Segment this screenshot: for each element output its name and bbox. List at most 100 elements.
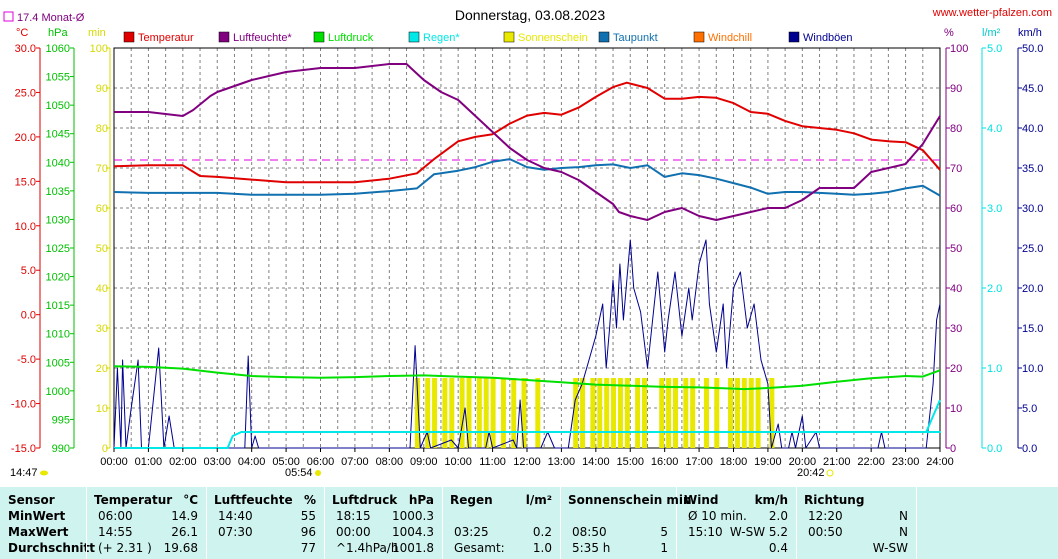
table-unit-0: °C <box>183 493 198 507</box>
chart-title: Donnerstag, 03.08.2023 <box>455 7 605 23</box>
table-cell-value: 26.1 <box>171 525 198 539</box>
row-label-sensor: Sensor <box>8 493 55 507</box>
statistics-table: Sensor MinWert MaxWert Durchschnitt Temp… <box>0 487 1058 559</box>
axis-label-pressure: 1000 <box>46 386 70 398</box>
series-line-luftfeuchte <box>114 63 941 221</box>
sunshine-bar <box>490 378 496 448</box>
x-tick-label: 13:00 <box>548 456 576 468</box>
sunshine-bar <box>728 378 734 448</box>
axis-label-wind: 30.0 <box>1022 203 1043 215</box>
x-tick-label: 24:00 <box>926 456 954 468</box>
axis-label-rain: 4.0 <box>987 123 1002 135</box>
x-tick-label: 16:00 <box>651 456 679 468</box>
axis-label-rain: 0.0 <box>987 443 1002 455</box>
x-tick-label: 08:00 <box>376 456 404 468</box>
axis-label-wind: 20.0 <box>1022 283 1043 295</box>
axis-label-temp: 25.0 <box>15 87 36 99</box>
table-cell-value: W-SW <box>872 541 908 555</box>
axis-label-minutes: 70 <box>96 163 108 175</box>
axis-label-minutes: 30 <box>96 323 108 335</box>
table-unit-1: % <box>303 493 316 507</box>
monthly-avg-label: 17.4 Monat-Ø <box>17 12 85 24</box>
x-tick-label: 07:00 <box>341 456 369 468</box>
series-line-temperatur <box>113 81 941 184</box>
legend-swatch <box>313 31 325 43</box>
sunshine-bar <box>642 378 648 448</box>
table-cell-label: 07:30 <box>218 525 253 539</box>
legend-swatch <box>123 31 135 43</box>
row-label-max: MaxWert <box>8 525 69 539</box>
sunshine-bar <box>666 378 672 448</box>
axis-label-wind: 50.0 <box>1022 43 1043 55</box>
sunshine-bar <box>476 378 482 448</box>
sunshine-bar <box>748 378 754 448</box>
table-header-2: Luftdruck <box>332 493 398 507</box>
axis-label-temp: -10.0 <box>11 399 36 411</box>
series-layer <box>113 63 941 449</box>
axis-label-pressure: 1010 <box>46 329 70 341</box>
x-tick-label: 19:00 <box>754 456 782 468</box>
sunshine-bar <box>442 378 448 448</box>
unit-temp: °C <box>16 27 28 39</box>
sunshine-bar <box>466 378 472 448</box>
unit-rain: l/m² <box>982 27 1001 39</box>
table-cell-label: 00:50 <box>808 525 843 539</box>
sunshine-bar <box>604 378 610 448</box>
x-tick-label: 22:00 <box>857 456 885 468</box>
sunshine-bar <box>624 378 630 448</box>
axis-label-pressure: 1035 <box>46 186 70 198</box>
axis-label-rain: 5.0 <box>987 43 1002 55</box>
table-cell-label: 14:55 <box>98 525 133 539</box>
sunshine-bar <box>449 378 455 448</box>
table-cell-value: 1001.8 <box>392 541 434 555</box>
source-link[interactable]: www.wetter-pfalzen.com <box>932 7 1052 19</box>
axis-label-wind: 40.0 <box>1022 123 1043 135</box>
table-unit-3: l/m² <box>525 493 552 507</box>
sunrise-icon <box>315 470 321 476</box>
table-cell-label: 18:15 <box>336 509 371 523</box>
axis-label-minutes: 10 <box>96 403 108 415</box>
sunshine-bar <box>573 378 579 448</box>
sunshine-bar <box>590 378 596 448</box>
sunset-icon <box>826 469 834 477</box>
sunshine-bar <box>580 378 586 448</box>
axis-label-wind: 45.0 <box>1022 83 1043 95</box>
sunshine-bar <box>414 378 420 448</box>
axis-label-pressure: 995 <box>52 414 70 426</box>
table-header-0: Temperatur <box>94 493 173 507</box>
table-unit-2: hPa <box>408 493 434 507</box>
x-tick-label: 04:00 <box>238 456 266 468</box>
series-line-windben <box>113 239 941 449</box>
table-cell-value: 1.0 <box>532 541 552 555</box>
sunshine-bar <box>769 378 775 448</box>
x-tick-label: 17:00 <box>685 456 713 468</box>
axis-label-minutes: 50 <box>96 243 108 255</box>
axis-label-temp: -15.0 <box>11 443 36 455</box>
axis-label-temp: 0.0 <box>21 310 36 322</box>
axis-label-pressure: 1030 <box>46 214 70 226</box>
column-separator <box>796 487 797 559</box>
x-tick-label: 15:00 <box>616 456 644 468</box>
table-cell-label: 14:40 <box>218 509 253 523</box>
axis-label-percent: 40 <box>950 283 962 295</box>
table-cell-value: 0.2 <box>532 525 552 539</box>
sunshine-bar <box>635 378 641 448</box>
table-cell-value: 5 <box>660 525 668 539</box>
table-header-3: Regen <box>450 493 493 507</box>
series-line-taupunkt <box>113 158 941 197</box>
x-tick-label: 00:00 <box>100 456 128 468</box>
legend-item-7: Windböen <box>803 32 853 44</box>
axis-label-percent: 0 <box>950 443 956 455</box>
column-separator <box>916 487 917 559</box>
sunshine-bar <box>483 378 489 448</box>
table-cell-label: (+ 2.31 ) <box>98 541 152 555</box>
table-unit-5: km/h <box>754 493 788 507</box>
legend-swatch <box>503 31 515 43</box>
series-line-regen <box>114 399 941 449</box>
sunshine-bar <box>755 378 761 448</box>
moon-icon <box>40 470 48 476</box>
legend-swatch <box>408 31 420 43</box>
axis-label-pressure: 1045 <box>46 129 70 141</box>
axis-label-temp: 10.0 <box>15 221 36 233</box>
axis-label-percent: 60 <box>950 203 962 215</box>
